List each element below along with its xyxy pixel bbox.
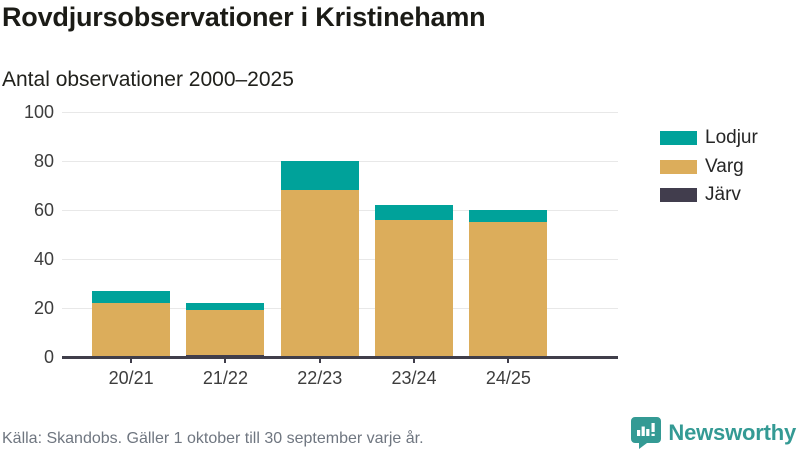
x-tick-mark: [318, 357, 321, 363]
chart-subtitle: Antal observationer 2000–2025: [2, 68, 294, 91]
x-tick-label: 23/24: [391, 368, 437, 388]
x-tick-label: 20/21: [108, 368, 154, 388]
y-tick-label: 60: [33, 200, 54, 220]
legend-swatch-varg: [660, 159, 697, 174]
bar-segment-varg: [92, 303, 171, 357]
legend-swatch-lodjur: [660, 131, 697, 145]
x-tick-label: 22/23: [297, 368, 343, 388]
legend-label: Lodjur: [705, 127, 758, 148]
newsworthy-logo-icon: [631, 417, 662, 449]
bar-segment-lodjur: [280, 161, 359, 191]
bar-segment-varg: [469, 222, 548, 357]
newsworthy-logo: Newsworthy: [630, 416, 796, 449]
legend-label: Varg: [705, 155, 744, 177]
y-tick-label: 80: [33, 151, 54, 171]
legend-label: Järv: [705, 184, 741, 205]
x-tick-mark: [507, 357, 510, 363]
x-tick-label: 24/25: [485, 368, 531, 388]
x-tick-mark: [413, 357, 416, 363]
bar-segment-lodjur: [92, 290, 171, 304]
chart-title: Rovdjursobservationer i Kristinehamn: [2, 2, 486, 32]
y-tick-label: 40: [33, 249, 54, 269]
x-axis-line: [62, 355, 618, 359]
bar-segment-lodjur: [469, 210, 548, 223]
bar-segment-lodjur: [186, 303, 265, 311]
x-tick-label: 21/22: [202, 368, 248, 388]
bar-segment-lodjur: [375, 205, 454, 220]
bar-segment-varg: [186, 310, 265, 355]
bar-segment-varg: [375, 219, 454, 357]
bar-segment-varg: [280, 190, 359, 357]
y-tick-label: 0: [43, 347, 54, 367]
y-tick-label: 20: [33, 298, 54, 318]
newsworthy-wordmark: Newsworthy: [668, 419, 796, 445]
x-tick-mark: [130, 357, 133, 363]
grid-line: [62, 111, 618, 113]
source-note: Källa: Skandobs. Gäller 1 oktober till 3…: [2, 430, 424, 447]
legend-swatch-jrv: [660, 188, 697, 202]
y-tick-label: 100: [23, 102, 54, 122]
x-tick-mark: [224, 357, 227, 363]
